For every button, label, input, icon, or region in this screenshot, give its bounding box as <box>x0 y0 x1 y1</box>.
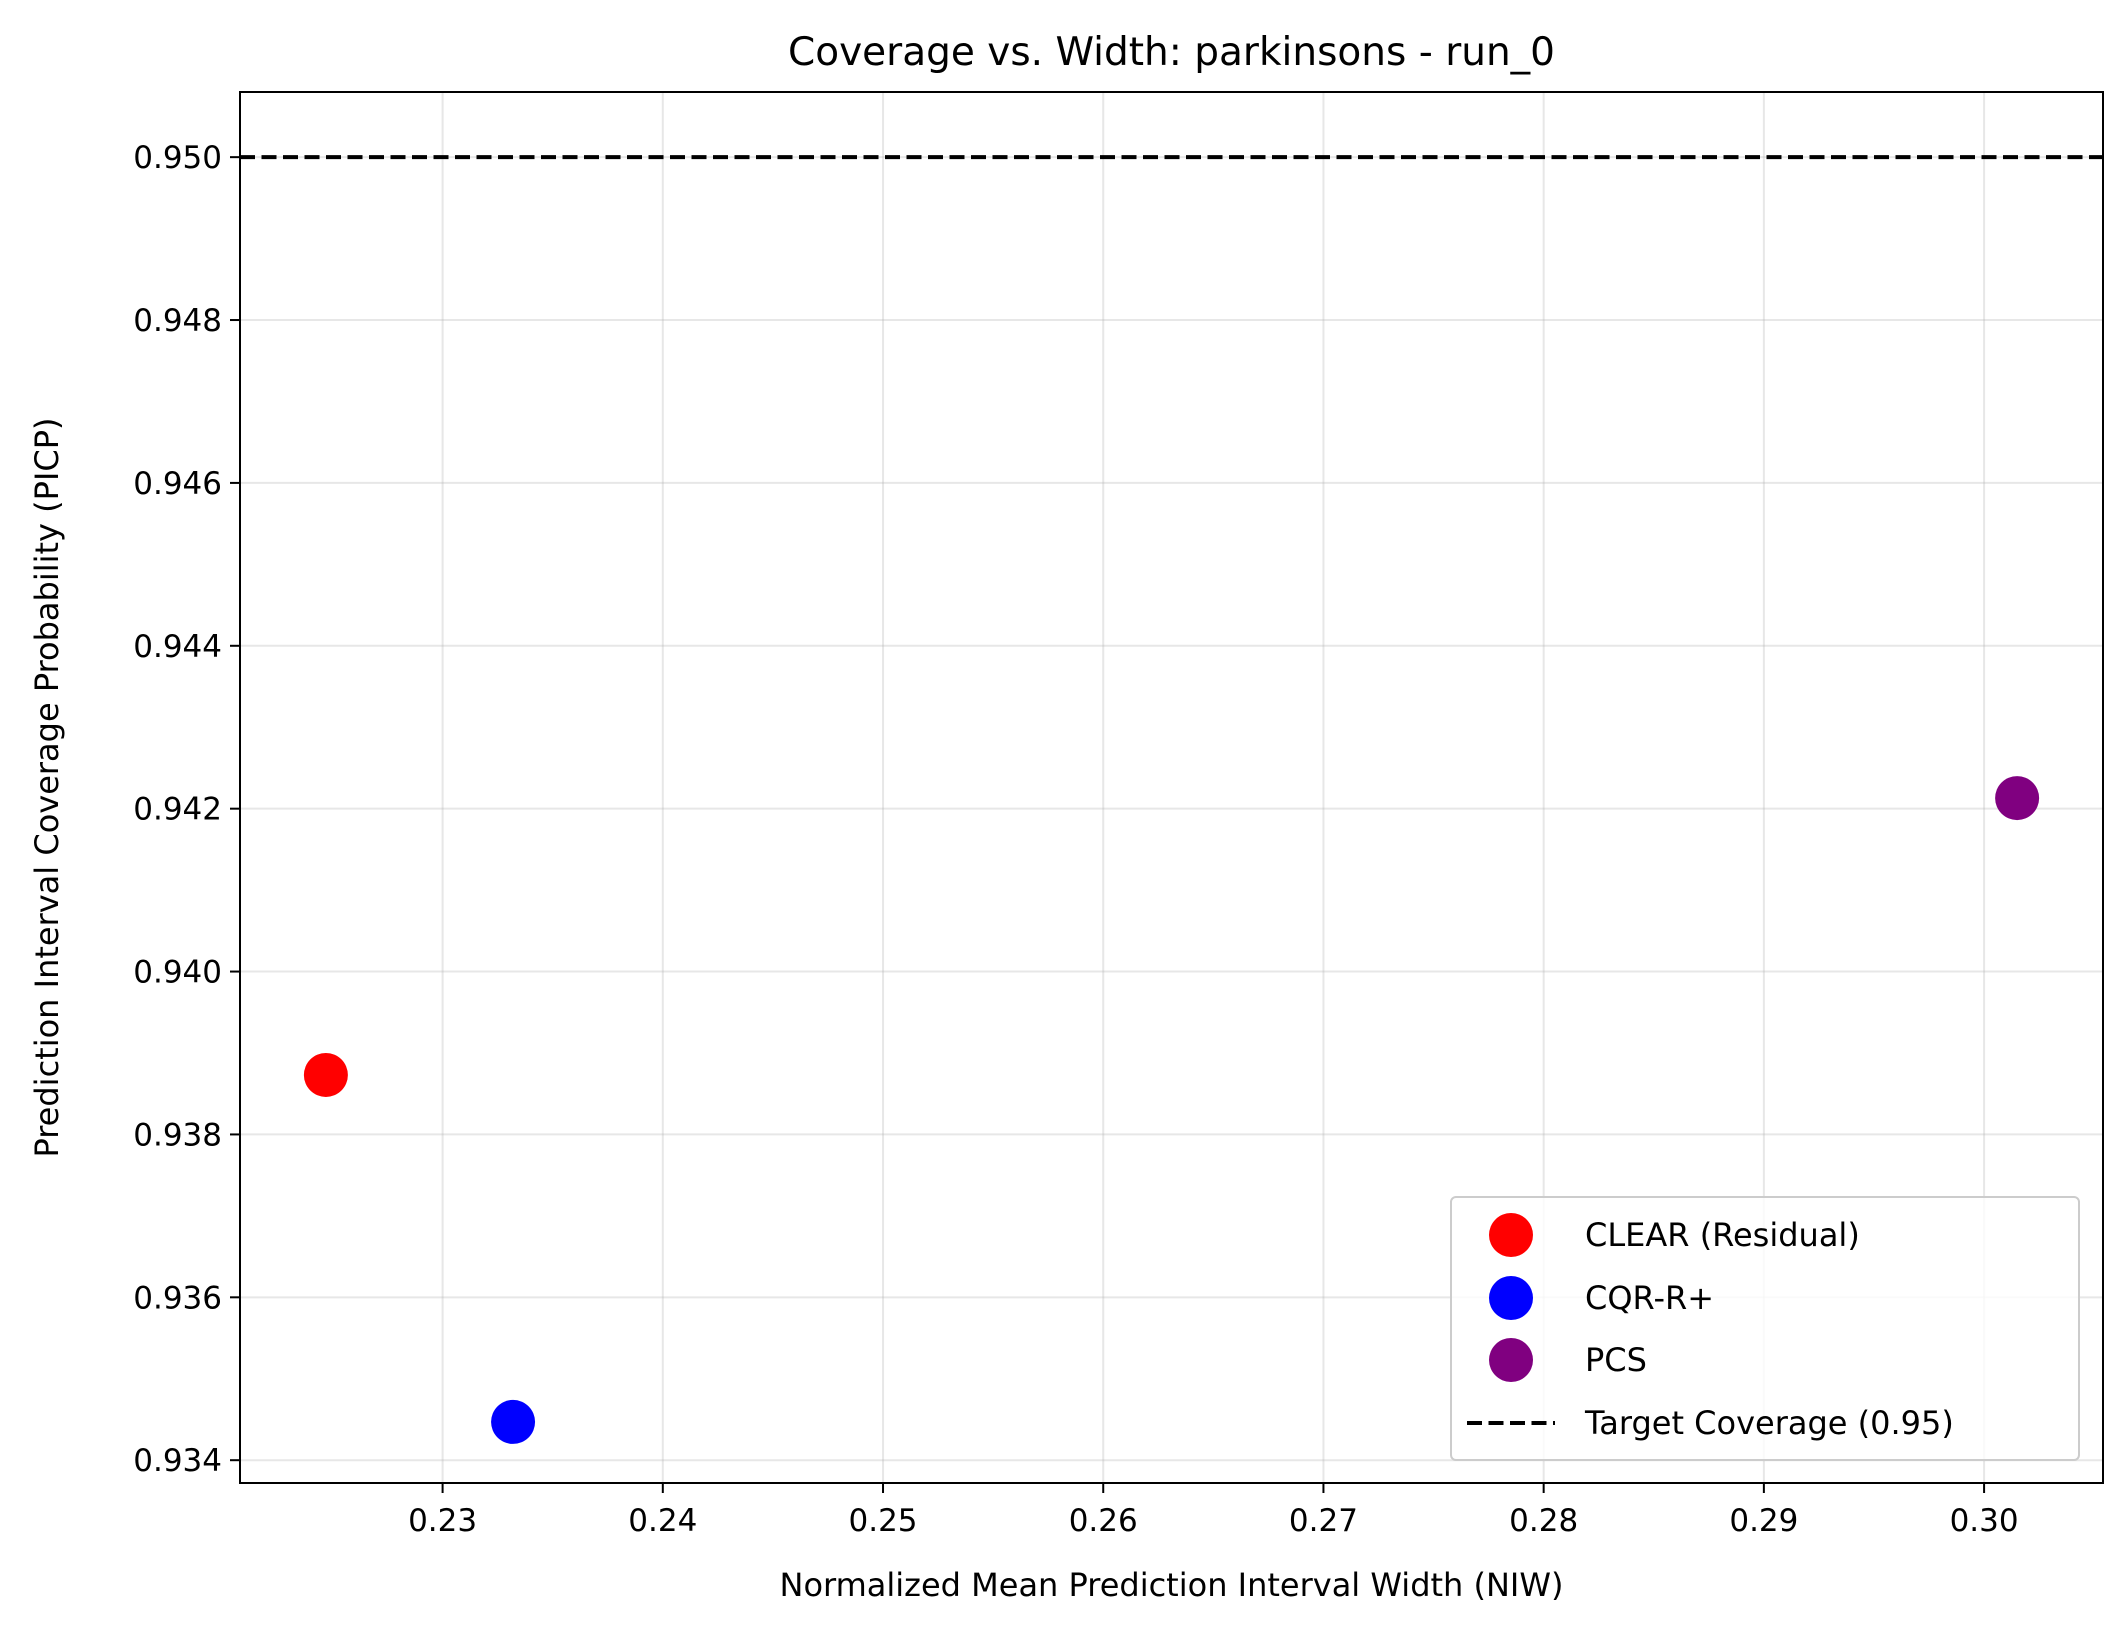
legend-marker <box>1489 1213 1533 1257</box>
legend-marker <box>1489 1276 1533 1320</box>
x-tick-label: 0.24 <box>628 1503 697 1539</box>
legend-marker <box>1489 1338 1533 1382</box>
y-tick-label: 0.948 <box>133 303 222 339</box>
scatter-point <box>491 1399 536 1444</box>
x-axis: 0.23 0.24 0.25 0.26 0.27 0.28 0.29 0.30 <box>408 1483 2019 1539</box>
x-tick-label: 0.25 <box>849 1503 918 1539</box>
y-tick-label: 0.946 <box>133 466 222 502</box>
y-tick-label: 0.944 <box>133 629 222 665</box>
y-tick-label: 0.934 <box>133 1443 222 1479</box>
y-axis: 0.934 0.936 0.938 0.940 0.942 0.944 0.946 0.948… <box>133 140 240 1479</box>
x-tick-label: 0.28 <box>1509 1503 1578 1539</box>
plot-frame <box>239 91 2104 1484</box>
y-axis-title: Prediction Interval Coverage Probability… <box>28 417 66 1157</box>
legend-label: CQR-R+ <box>1585 1279 1714 1317</box>
y-tick-label: 0.938 <box>133 1117 222 1153</box>
legend-label: CLEAR (Residual) <box>1585 1216 1860 1254</box>
legend-label: Target Coverage (0.95) <box>1584 1404 1954 1442</box>
scatter-point <box>303 1052 348 1097</box>
data-points <box>303 776 2040 1444</box>
x-tick-label: 0.29 <box>1729 1503 1798 1539</box>
x-axis-title: Normalized Mean Prediction Interval Widt… <box>780 1566 1564 1604</box>
y-tick-label: 0.942 <box>133 792 222 828</box>
y-tick-label: 0.950 <box>133 140 222 176</box>
legend-box <box>1450 1196 2080 1461</box>
y-tick-label: 0.940 <box>133 955 222 991</box>
x-tick-label: 0.23 <box>408 1503 477 1539</box>
legend-label: PCS <box>1585 1341 1647 1379</box>
x-tick-label: 0.30 <box>1950 1503 2019 1539</box>
x-tick-label: 0.27 <box>1289 1503 1358 1539</box>
scatter-point <box>1995 776 2040 821</box>
chart-title: Coverage vs. Width: parkinsons - run_0 <box>788 30 1555 75</box>
x-tick-label: 0.26 <box>1069 1503 1138 1539</box>
y-tick-label: 0.936 <box>133 1280 222 1316</box>
legend: CLEAR (Residual) CQR-R+ PCS Target Coverage… <box>1450 1196 2080 1461</box>
